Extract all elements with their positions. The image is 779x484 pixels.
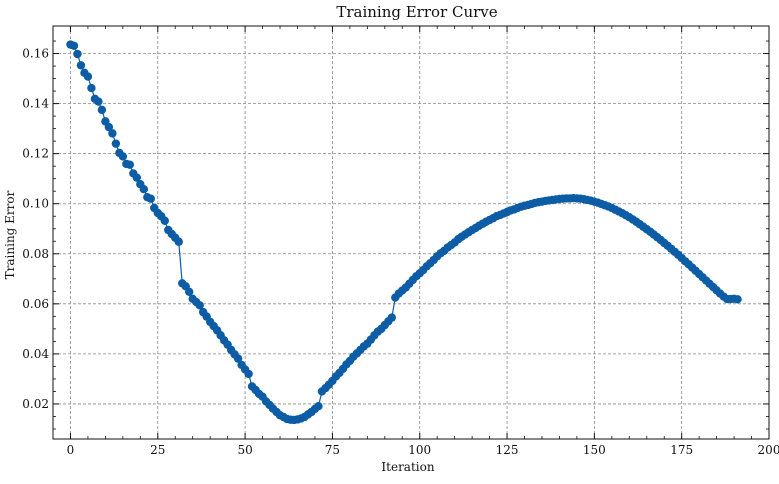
y-tick-label: 0.16 (22, 47, 49, 61)
axes-layer: 0 25 50 75 100 125 150 175 200 0.02 0.04 0.06 0.08 0.… (22, 25, 779, 457)
series-point (387, 313, 396, 322)
y-axis-label: Training Error (3, 190, 17, 279)
x-tick-label: 50 (237, 443, 252, 457)
x-tick-label: 175 (670, 443, 693, 457)
series-point (244, 369, 253, 379)
series-point (83, 72, 93, 81)
series-point (108, 129, 117, 138)
series-point (118, 152, 128, 161)
series-point (73, 49, 82, 59)
y-tick-label: 0.10 (22, 197, 49, 211)
series-point (104, 122, 114, 132)
grid-layer (53, 26, 770, 439)
y-tick-label: 0.06 (22, 297, 49, 311)
series-point (97, 105, 107, 115)
y-tick-label: 0.02 (22, 397, 49, 411)
y-tick-label: 0.08 (22, 247, 49, 261)
series-point (111, 139, 121, 148)
series-point (185, 287, 194, 297)
x-tick-label: 200 (758, 443, 779, 457)
series-layer (66, 40, 742, 425)
x-tick-label: 125 (496, 443, 519, 457)
y-tick-label: 0.04 (22, 347, 49, 361)
series-point (76, 61, 86, 70)
series-point (139, 185, 149, 194)
x-tick-label: 25 (150, 443, 165, 457)
series-point (160, 216, 169, 225)
y-tick-label: 0.14 (22, 97, 49, 111)
x-tick-label: 75 (325, 443, 340, 457)
series-point (233, 354, 243, 363)
series-point (94, 97, 103, 106)
x-tick-label: 0 (67, 443, 75, 457)
series-point (195, 301, 204, 310)
series-point (69, 41, 79, 50)
chart-title: Training Error Curve (336, 3, 497, 21)
y-tick-label: 0.12 (22, 147, 49, 161)
series-point (125, 160, 135, 169)
series-point (733, 295, 742, 304)
plot-frame (52, 25, 770, 440)
x-tick-label: 100 (408, 443, 431, 457)
x-tick-label: 150 (583, 443, 606, 457)
series-point (174, 237, 183, 246)
series-point (314, 402, 323, 411)
labels-layer: Training Error Curve Iteration Training … (3, 3, 498, 474)
series-point (87, 83, 96, 93)
series-point (146, 194, 155, 203)
x-axis-label: Iteration (381, 460, 434, 474)
series-point (132, 173, 142, 182)
